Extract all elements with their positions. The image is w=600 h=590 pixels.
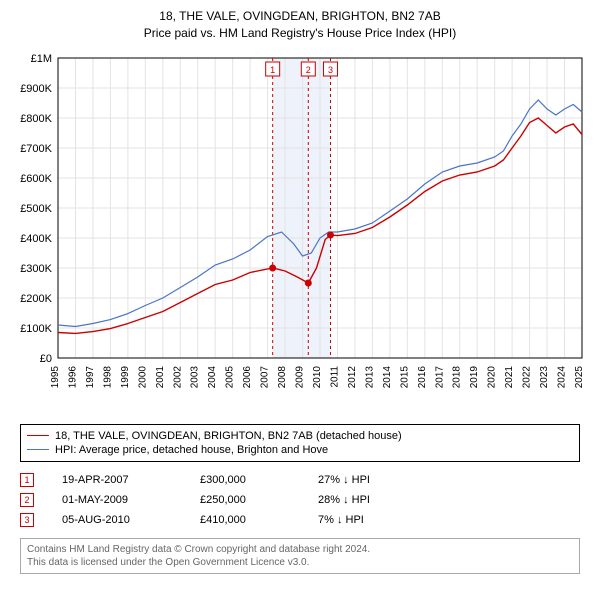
svg-text:2008: 2008 (277, 365, 288, 388)
svg-text:1: 1 (270, 65, 275, 75)
title-line1: 18, THE VALE, OVINGDEAN, BRIGHTON, BN2 7… (10, 8, 590, 25)
svg-text:1999: 1999 (120, 365, 131, 388)
svg-text:2016: 2016 (417, 365, 428, 388)
svg-text:2020: 2020 (487, 365, 498, 388)
svg-text:2023: 2023 (539, 365, 550, 388)
svg-text:2015: 2015 (399, 365, 410, 388)
svg-text:2: 2 (306, 65, 311, 75)
svg-text:2018: 2018 (452, 365, 463, 388)
legend-box: 18, THE VALE, OVINGDEAN, BRIGHTON, BN2 7… (20, 424, 580, 462)
event-marker-3: 3 (20, 513, 34, 527)
event-marker-2: 2 (20, 493, 34, 507)
legend-swatch-hpi (27, 449, 49, 450)
page-container: 18, THE VALE, OVINGDEAN, BRIGHTON, BN2 7… (0, 0, 600, 578)
legend-label-price: 18, THE VALE, OVINGDEAN, BRIGHTON, BN2 7… (55, 430, 402, 442)
legend-row-1: 18, THE VALE, OVINGDEAN, BRIGHTON, BN2 7… (27, 429, 573, 443)
svg-text:2002: 2002 (172, 365, 183, 388)
svg-text:£800K: £800K (20, 113, 52, 125)
event-delta-2: 28% ↓ HPI (318, 494, 458, 506)
event-row-1: 1 19-APR-2007 £300,000 27% ↓ HPI (20, 470, 580, 490)
svg-text:2019: 2019 (469, 365, 480, 388)
event-date-2: 01-MAY-2009 (62, 494, 172, 506)
event-price-3: £410,000 (200, 514, 290, 526)
events-box: 1 19-APR-2007 £300,000 27% ↓ HPI 2 01-MA… (20, 470, 580, 530)
svg-text:£1M: £1M (31, 53, 52, 65)
chart-area: £0 £100K £200K £300K £400K £500K £600K £700K £80… (10, 48, 590, 418)
svg-text:2009: 2009 (295, 365, 306, 388)
svg-text:1996: 1996 (67, 365, 78, 388)
svg-text:2005: 2005 (225, 365, 236, 388)
svg-text:2011: 2011 (329, 365, 340, 387)
svg-text:1997: 1997 (85, 365, 96, 388)
footer-line2: This data is licensed under the Open Gov… (27, 556, 573, 569)
chart-title-block: 18, THE VALE, OVINGDEAN, BRIGHTON, BN2 7… (10, 8, 590, 42)
svg-text:2024: 2024 (557, 365, 568, 388)
event-marker-1: 1 (20, 473, 34, 487)
svg-text:2004: 2004 (207, 365, 218, 388)
svg-text:2001: 2001 (155, 365, 166, 388)
footer-box: Contains HM Land Registry data © Crown c… (20, 538, 580, 574)
svg-text:2000: 2000 (137, 365, 148, 388)
event-delta-1: 27% ↓ HPI (318, 474, 458, 486)
event-row-2: 2 01-MAY-2009 £250,000 28% ↓ HPI (20, 490, 580, 510)
event-date-1: 19-APR-2007 (62, 474, 172, 486)
event-price-2: £250,000 (200, 494, 290, 506)
legend-swatch-price (27, 435, 49, 436)
event-price-1: £300,000 (200, 474, 290, 486)
svg-text:£900K: £900K (20, 83, 52, 95)
svg-text:2003: 2003 (190, 365, 201, 388)
svg-text:£300K: £300K (20, 263, 52, 275)
svg-text:2006: 2006 (242, 365, 253, 388)
svg-text:2025: 2025 (574, 365, 585, 388)
svg-text:2012: 2012 (347, 365, 358, 388)
svg-text:1998: 1998 (102, 365, 113, 388)
legend-label-hpi: HPI: Average price, detached house, Brig… (55, 444, 328, 456)
svg-text:2022: 2022 (522, 365, 533, 388)
svg-text:2007: 2007 (260, 365, 271, 388)
title-line2: Price paid vs. HM Land Registry's House … (10, 25, 590, 42)
svg-text:2014: 2014 (382, 365, 393, 388)
svg-text:2017: 2017 (434, 365, 445, 388)
svg-text:£600K: £600K (20, 173, 52, 185)
svg-text:£700K: £700K (20, 143, 52, 155)
event-delta-3: 7% ↓ HPI (318, 514, 458, 526)
svg-text:2021: 2021 (504, 365, 515, 388)
svg-text:£100K: £100K (20, 323, 52, 335)
event-row-3: 3 05-AUG-2010 £410,000 7% ↓ HPI (20, 510, 580, 530)
legend-row-2: HPI: Average price, detached house, Brig… (27, 443, 573, 457)
svg-text:£0: £0 (40, 353, 52, 365)
svg-text:2013: 2013 (364, 365, 375, 388)
svg-text:3: 3 (328, 65, 333, 75)
svg-text:£400K: £400K (20, 233, 52, 245)
svg-text:1995: 1995 (50, 365, 61, 388)
svg-text:£500K: £500K (20, 203, 52, 215)
svg-text:£200K: £200K (20, 293, 52, 305)
svg-text:2010: 2010 (312, 365, 323, 388)
event-date-3: 05-AUG-2010 (62, 514, 172, 526)
footer-line1: Contains HM Land Registry data © Crown c… (27, 543, 573, 556)
line-chart-svg: £0 £100K £200K £300K £400K £500K £600K £700K £80… (10, 48, 590, 418)
